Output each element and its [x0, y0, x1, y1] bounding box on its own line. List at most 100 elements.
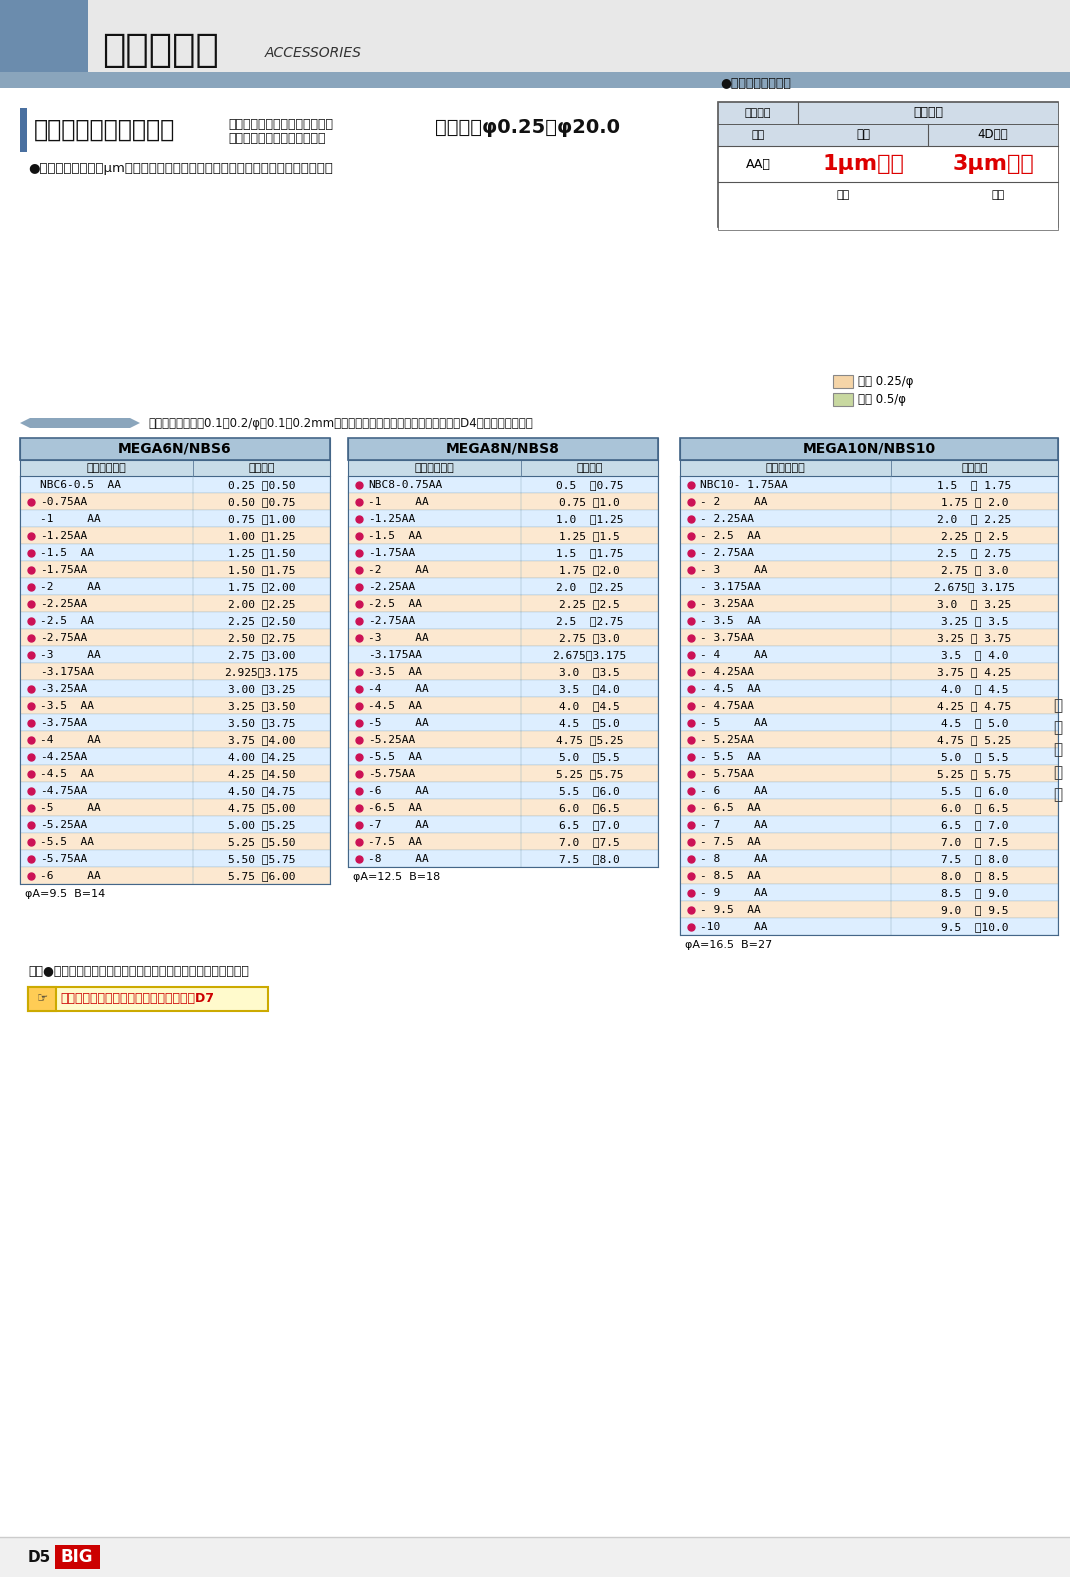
Bar	[20, 714, 330, 732]
Text: 5.50 ～5.75: 5.50 ～5.75	[228, 855, 295, 864]
Bar	[348, 850, 658, 867]
Text: 3μm以内: 3μm以内	[952, 155, 1034, 173]
Text: 1.00 ～1.25: 1.00 ～1.25	[228, 531, 295, 541]
Text: 2.5  ～2.75: 2.5 ～2.75	[555, 617, 623, 626]
Bar	[681, 833, 1058, 850]
Text: 2.75 ～ 3.0: 2.75 ～ 3.0	[941, 565, 1008, 576]
Text: （メガニューベビーチャック・: （メガニューベビーチャック・	[228, 118, 333, 131]
Text: MEGA10N/NBS10: MEGA10N/NBS10	[802, 442, 935, 456]
Text: 5.5  ～6.0: 5.5 ～6.0	[560, 785, 620, 796]
Text: 4.00 ～4.25: 4.00 ～4.25	[228, 752, 295, 762]
Text: - 7.5  AA: - 7.5 AA	[700, 837, 761, 847]
Text: 口元: 口元	[837, 189, 850, 200]
Text: 把握範囲: 把握範囲	[577, 464, 602, 473]
Bar	[28, 987, 268, 1011]
Text: - 8.5  AA: - 8.5 AA	[700, 871, 761, 882]
Bar	[681, 629, 1058, 647]
Text: 4.0  ～4.5: 4.0 ～4.5	[560, 702, 620, 711]
Bar	[20, 747, 330, 765]
Text: ☞: ☞	[36, 992, 48, 1006]
Text: アクセサリ: アクセサリ	[102, 32, 219, 69]
Text: 6.0  ～6.5: 6.0 ～6.5	[560, 803, 620, 814]
Text: 縮代 0.25/φ: 縮代 0.25/φ	[858, 375, 914, 388]
Text: NBC10- 1.75AA: NBC10- 1.75AA	[700, 479, 788, 490]
Bar	[348, 765, 658, 782]
Text: 1.5  ～1.75: 1.5 ～1.75	[555, 547, 623, 558]
Text: 把握範囲: 把握範囲	[248, 464, 275, 473]
Text: 1.5  ～ 1.75: 1.5 ～ 1.75	[937, 479, 1011, 490]
Bar	[20, 494, 330, 509]
Bar	[20, 460, 330, 476]
Text: -4.5  AA: -4.5 AA	[368, 702, 422, 711]
Text: -1.75AA: -1.75AA	[368, 547, 415, 558]
Bar	[348, 494, 658, 509]
Text: 3.0  ～3.5: 3.0 ～3.5	[560, 667, 620, 677]
Text: ニューベビーコレット: ニューベビーコレット	[34, 118, 175, 142]
Text: - 3.5  AA: - 3.5 AA	[700, 617, 761, 626]
Bar	[681, 680, 1058, 697]
Text: ACCESSORIES: ACCESSORIES	[265, 46, 362, 60]
Text: -5.75AA: -5.75AA	[40, 855, 88, 864]
Text: -1     AA: -1 AA	[40, 514, 101, 524]
Text: ニューベビーチャック用）: ニューベビーチャック用）	[228, 132, 325, 145]
Text: 等級: 等級	[751, 129, 765, 140]
Bar	[20, 527, 330, 544]
Bar	[20, 680, 330, 697]
Text: 3.0  ～ 3.25: 3.0 ～ 3.25	[937, 599, 1011, 609]
Text: - 9.5  AA: - 9.5 AA	[700, 905, 761, 915]
Bar	[348, 527, 658, 544]
Text: 1.75 ～2.0: 1.75 ～2.0	[560, 565, 620, 576]
Text: -5.75AA: -5.75AA	[368, 770, 415, 779]
Bar	[348, 697, 658, 714]
Text: -4.75AA: -4.75AA	[40, 785, 88, 796]
Text: - 2.75AA: - 2.75AA	[700, 547, 754, 558]
Bar	[55, 1545, 100, 1569]
Bar	[681, 850, 1058, 867]
Bar	[718, 181, 1058, 230]
Text: 1.25 ～1.5: 1.25 ～1.5	[560, 531, 620, 541]
Text: - 4.25AA: - 4.25AA	[700, 667, 754, 677]
Text: 4.75 ～ 5.25: 4.75 ～ 5.25	[937, 735, 1011, 744]
Text: - 3.75AA: - 3.75AA	[700, 632, 754, 643]
Text: 2.675～ 3.175: 2.675～ 3.175	[934, 582, 1015, 591]
Bar	[348, 612, 658, 629]
Text: 7.0  ～7.5: 7.0 ～7.5	[560, 837, 620, 847]
Text: - 4     AA: - 4 AA	[700, 650, 767, 661]
Text: 2.25 ～ 2.5: 2.25 ～ 2.5	[941, 531, 1008, 541]
Text: -2.25AA: -2.25AA	[368, 582, 415, 591]
Text: 4.0  ～ 4.5: 4.0 ～ 4.5	[941, 684, 1008, 694]
Text: -2     AA: -2 AA	[40, 582, 101, 591]
Text: 5.25 ～5.50: 5.25 ～5.50	[228, 837, 295, 847]
Bar	[0, 1538, 1070, 1577]
Bar	[348, 782, 658, 800]
Text: 0.5  ～0.75: 0.5 ～0.75	[555, 479, 623, 490]
Text: MEGA8N/NBS8: MEGA8N/NBS8	[446, 442, 560, 456]
Text: 4.5  ～ 5.0: 4.5 ～ 5.0	[941, 718, 1008, 729]
Bar	[0, 0, 88, 73]
Text: φA=12.5  B=18: φA=12.5 B=18	[353, 872, 440, 882]
Text: 6.5  ～ 7.0: 6.5 ～ 7.0	[941, 820, 1008, 830]
Text: NBC6-0.5  AA: NBC6-0.5 AA	[40, 479, 121, 490]
Bar	[20, 815, 330, 833]
Bar	[20, 850, 330, 867]
Bar	[681, 527, 1058, 544]
Text: 2.25 ～2.5: 2.25 ～2.5	[560, 599, 620, 609]
Bar	[20, 612, 330, 629]
Text: 把握範囲: 把握範囲	[961, 464, 988, 473]
Text: -7.5  AA: -7.5 AA	[368, 837, 422, 847]
Bar	[28, 987, 56, 1011]
Text: MEGA6N/NBS6: MEGA6N/NBS6	[118, 442, 232, 456]
Text: ●世界に誇る口元１μmの振れ精度は、超高速回転にも抜群の威力を発揮します。: ●世界に誇る口元１μmの振れ精度は、超高速回転にも抜群の威力を発揮します。	[28, 162, 333, 175]
Bar	[681, 815, 1058, 833]
Text: 3.25 ～ 3.75: 3.25 ～ 3.75	[937, 632, 1011, 643]
Text: - 3.25AA: - 3.25AA	[700, 599, 754, 609]
Text: 1μm以内: 1μm以内	[822, 155, 904, 173]
Text: -4     AA: -4 AA	[368, 684, 429, 694]
Bar	[681, 697, 1058, 714]
Text: 5.75 ～6.00: 5.75 ～6.00	[228, 871, 295, 882]
Bar	[348, 438, 658, 460]
Bar	[348, 747, 658, 765]
Text: - 2.5  AA: - 2.5 AA	[700, 531, 761, 541]
Text: 表中●印は「ニューベビーコレットセット」のセット内容です。: 表中●印は「ニューベビーコレットセット」のセット内容です。	[28, 965, 249, 978]
Text: 4.5  ～5.0: 4.5 ～5.0	[560, 718, 620, 729]
